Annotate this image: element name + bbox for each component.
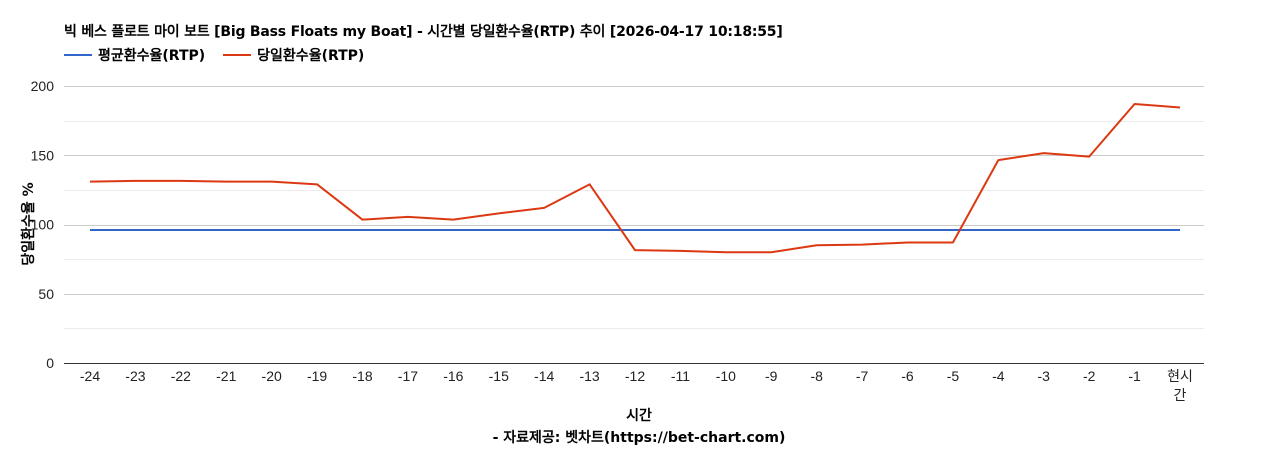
x-tick-label: -20 bbox=[262, 368, 282, 384]
x-tick-label: -18 bbox=[352, 368, 372, 384]
legend: 평균환수율(RTP) 당일환수율(RTP) bbox=[64, 45, 382, 65]
x-tick-label: -4 bbox=[992, 368, 1005, 384]
x-tick-label: -14 bbox=[534, 368, 554, 384]
x-axis-label: 시간 bbox=[626, 408, 652, 424]
x-tick-label: -5 bbox=[947, 368, 960, 384]
y-tick-label: 0 bbox=[46, 355, 54, 371]
x-tick-label: -24 bbox=[80, 368, 100, 384]
x-tick-label: -12 bbox=[625, 368, 645, 384]
x-tick-label: -7 bbox=[856, 368, 869, 384]
x-tick-label: -19 bbox=[307, 368, 327, 384]
legend-item-average[interactable]: 평균환수율(RTP) bbox=[64, 45, 205, 65]
gridlines bbox=[64, 86, 1204, 329]
legend-label-daily: 당일환수율(RTP) bbox=[257, 48, 365, 64]
x-tick-label: -3 bbox=[1038, 368, 1051, 384]
x-tick-label: -10 bbox=[716, 368, 736, 384]
legend-item-daily[interactable]: 당일환수율(RTP) bbox=[223, 45, 364, 65]
x-tick-label: -2 bbox=[1083, 368, 1096, 384]
legend-label-average: 평균환수율(RTP) bbox=[98, 48, 206, 64]
chart-title: 빅 베스 플로트 마이 보트 [Big Bass Floats my Boat]… bbox=[64, 24, 783, 40]
y-tick-label: 50 bbox=[38, 286, 54, 302]
x-tick-label: -6 bbox=[901, 368, 914, 384]
legend-swatch-daily bbox=[223, 54, 252, 56]
x-tick-label: -23 bbox=[125, 368, 145, 384]
series-lines bbox=[89, 103, 1181, 254]
x-tick-label: -8 bbox=[810, 368, 823, 384]
legend-swatch-average bbox=[64, 54, 92, 56]
x-tick-label: -21 bbox=[216, 368, 236, 384]
x-tick-label: -17 bbox=[398, 368, 418, 384]
x-tick-label: -13 bbox=[579, 368, 599, 384]
x-tick-label: -1 bbox=[1128, 368, 1141, 384]
x-axis-ticks: -24 -23 -22 -21 -20 -19 -18 -17 -16 -15 -14 -13 -12 -… bbox=[80, 368, 1193, 403]
daily-rtp-line[interactable] bbox=[89, 103, 1181, 254]
x-tick-label: -9 bbox=[765, 368, 778, 384]
y-axis-ticks: 0 50 100 150 200 bbox=[31, 78, 55, 371]
x-tick-label: -15 bbox=[489, 368, 509, 384]
x-tick-label: 현시 간 bbox=[1167, 368, 1193, 403]
x-tick-label: -22 bbox=[171, 368, 191, 384]
y-tick-label: 100 bbox=[31, 217, 55, 233]
x-tick-label: -16 bbox=[443, 368, 463, 384]
y-tick-label: 200 bbox=[31, 78, 55, 94]
data-source: - 자료제공: 벳차트(https://bet-chart.com) bbox=[492, 430, 786, 446]
x-tick-label: -11 bbox=[671, 368, 690, 384]
y-tick-label: 150 bbox=[31, 147, 55, 163]
